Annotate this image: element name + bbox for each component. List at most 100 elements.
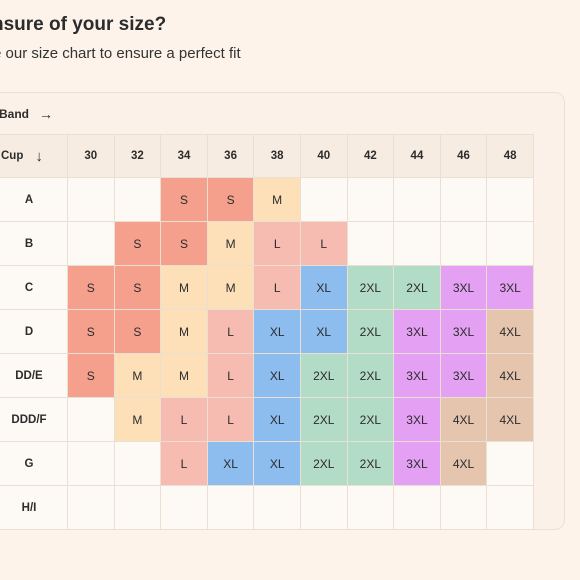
size-cell bbox=[161, 486, 208, 529]
band-header-cell: 48 bbox=[487, 134, 534, 178]
size-cell bbox=[114, 442, 162, 486]
cup-row-header: A bbox=[0, 178, 68, 222]
size-cell: L bbox=[300, 222, 348, 266]
size-cell bbox=[68, 398, 115, 442]
page-subtitle: e our size chart to ensure a perfect fit bbox=[0, 45, 241, 62]
size-cell: M bbox=[207, 222, 255, 266]
band-label: Band bbox=[0, 106, 29, 121]
band-header-cell: 42 bbox=[347, 134, 395, 178]
size-cell: S bbox=[114, 222, 162, 266]
size-cell: XL bbox=[254, 398, 301, 442]
size-cell bbox=[300, 486, 348, 529]
size-cell: S bbox=[68, 354, 115, 398]
size-cell: 3XL bbox=[440, 266, 488, 310]
size-cell bbox=[114, 486, 162, 529]
size-cell: 4XL bbox=[487, 354, 534, 398]
size-cell: L bbox=[254, 222, 301, 266]
band-header-cell: 32 bbox=[114, 134, 162, 178]
size-cell: 2XL bbox=[347, 354, 395, 398]
size-cell bbox=[440, 222, 488, 266]
size-cell: S bbox=[114, 310, 162, 354]
band-header-cell: 36 bbox=[207, 134, 255, 178]
band-header-cell: 46 bbox=[440, 134, 488, 178]
size-grid: Cup ↓ 30 32 34 36 38 40 42 44 46 48 A S S M B S S M L L C S S M M L… bbox=[0, 134, 534, 529]
band-header-row: Band → bbox=[0, 93, 564, 134]
size-cell bbox=[394, 486, 441, 529]
size-cell: 3XL bbox=[394, 354, 441, 398]
cup-row-header: DD/E bbox=[0, 354, 68, 398]
size-cell: L bbox=[161, 398, 208, 442]
size-cell: 3XL bbox=[394, 442, 441, 486]
size-cell bbox=[487, 222, 534, 266]
size-cell: 3XL bbox=[394, 310, 441, 354]
size-cell: M bbox=[114, 354, 162, 398]
size-cell bbox=[347, 178, 395, 222]
size-cell: M bbox=[207, 266, 255, 310]
size-cell: XL bbox=[254, 354, 301, 398]
size-cell: S bbox=[207, 178, 255, 222]
size-cell bbox=[394, 222, 441, 266]
cup-row-header: D bbox=[0, 310, 68, 354]
size-cell: M bbox=[254, 178, 301, 222]
size-cell bbox=[68, 442, 115, 486]
cup-row-header: H/I bbox=[0, 486, 68, 529]
right-arrow-icon: → bbox=[39, 105, 53, 122]
size-cell: 2XL bbox=[300, 398, 348, 442]
size-cell bbox=[114, 178, 162, 222]
band-header-cell: 34 bbox=[161, 134, 208, 178]
size-cell bbox=[207, 486, 255, 529]
size-cell: 2XL bbox=[347, 398, 395, 442]
size-cell: XL bbox=[254, 310, 301, 354]
size-cell: S bbox=[161, 178, 208, 222]
size-cell: 2XL bbox=[347, 442, 395, 486]
size-cell: M bbox=[161, 310, 208, 354]
size-cell: S bbox=[68, 266, 115, 310]
cup-header: Cup ↓ bbox=[0, 134, 68, 178]
size-cell: 4XL bbox=[440, 398, 488, 442]
size-cell: S bbox=[161, 222, 208, 266]
size-cell: 3XL bbox=[394, 398, 441, 442]
size-cell: L bbox=[161, 442, 208, 486]
size-cell: L bbox=[254, 266, 301, 310]
size-cell bbox=[68, 486, 115, 529]
size-cell: 2XL bbox=[300, 354, 348, 398]
size-chart-card: Band → Cup ↓ 30 32 34 36 38 40 42 44 46 48 A S S M B S S M L… bbox=[0, 92, 565, 530]
size-cell: 3XL bbox=[487, 266, 534, 310]
size-cell: 2XL bbox=[300, 442, 348, 486]
size-cell bbox=[254, 486, 301, 529]
size-cell: L bbox=[207, 398, 255, 442]
size-cell: 4XL bbox=[487, 398, 534, 442]
size-cell: L bbox=[207, 310, 255, 354]
size-cell: XL bbox=[300, 266, 348, 310]
size-cell: 3XL bbox=[440, 310, 488, 354]
size-cell: M bbox=[114, 398, 162, 442]
down-arrow-icon: ↓ bbox=[35, 147, 43, 165]
size-cell bbox=[487, 486, 534, 529]
band-header-cell: 30 bbox=[68, 134, 115, 178]
band-header-cell: 38 bbox=[254, 134, 301, 178]
size-cell: XL bbox=[207, 442, 255, 486]
band-header-cell: 44 bbox=[394, 134, 441, 178]
size-cell bbox=[68, 222, 115, 266]
size-cell: M bbox=[161, 354, 208, 398]
page-title: nsure of your size? bbox=[0, 14, 167, 35]
size-cell: 4XL bbox=[487, 310, 534, 354]
size-cell: S bbox=[68, 310, 115, 354]
size-cell: 4XL bbox=[440, 442, 488, 486]
size-cell bbox=[440, 486, 488, 529]
size-cell: M bbox=[161, 266, 208, 310]
size-cell: S bbox=[114, 266, 162, 310]
cup-row-header: C bbox=[0, 266, 68, 310]
size-cell bbox=[347, 486, 395, 529]
size-cell: 2XL bbox=[394, 266, 441, 310]
size-cell bbox=[487, 442, 534, 486]
size-cell bbox=[347, 222, 395, 266]
size-cell: 2XL bbox=[347, 310, 395, 354]
cup-row-header: B bbox=[0, 222, 68, 266]
size-cell: XL bbox=[254, 442, 301, 486]
cup-row-header: G bbox=[0, 442, 68, 486]
cup-label: Cup bbox=[1, 150, 24, 162]
size-cell bbox=[394, 178, 441, 222]
cup-row-header: DDD/F bbox=[0, 398, 68, 442]
size-cell: L bbox=[207, 354, 255, 398]
